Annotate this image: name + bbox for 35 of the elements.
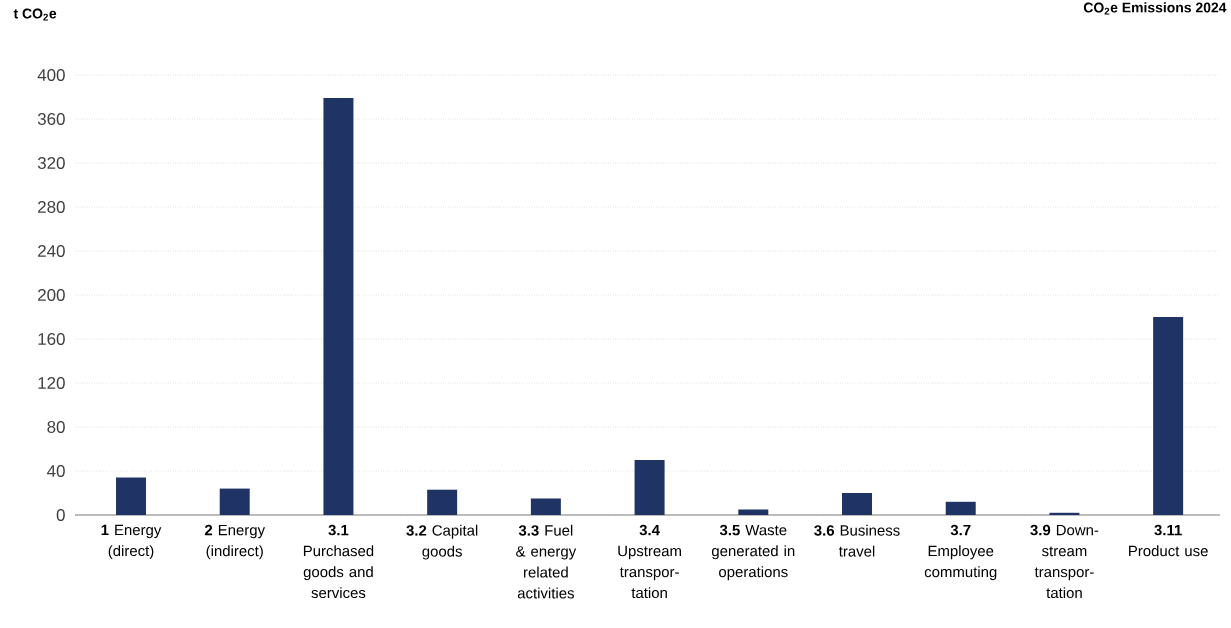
y-tick-label: 360 bbox=[37, 112, 65, 125]
y-axis-title: t CO$_{2}$e bbox=[13, 8, 57, 21]
y-tick-label: 280 bbox=[38, 200, 65, 213]
bar bbox=[945, 501, 976, 515]
bar bbox=[219, 488, 250, 515]
bar bbox=[116, 477, 147, 515]
y-tick-label: 80 bbox=[47, 420, 65, 433]
bar bbox=[738, 509, 769, 515]
bar bbox=[530, 498, 561, 515]
x-tick-label: 3.5 Waste generated in operations bbox=[711, 524, 795, 581]
y-tick-label: 160 bbox=[38, 332, 65, 345]
y-tick-label: 40 bbox=[47, 464, 65, 477]
y-tick-label: 320 bbox=[37, 156, 65, 169]
y-tick-label: 0 bbox=[56, 508, 65, 521]
bar bbox=[427, 489, 458, 515]
x-tick-label: 3.7 Employee commuting bbox=[924, 524, 997, 581]
x-tick-label: 3.3 Fuel & energy related activities bbox=[516, 524, 577, 599]
y-tick-label: 400 bbox=[37, 68, 65, 81]
bar bbox=[1153, 316, 1184, 515]
y-tick-label: 120 bbox=[38, 376, 65, 389]
bar bbox=[842, 492, 873, 515]
bar bbox=[1049, 512, 1080, 515]
x-tick-label: 3.6 Business travel bbox=[814, 524, 900, 557]
x-tick-label: 3.1 Purchased goods and services bbox=[303, 524, 374, 599]
x-tick-label: 3.4 Upstream transpor-tation bbox=[618, 524, 681, 599]
x-tick-label: 3.9 Down-stream transpor-tation bbox=[1030, 524, 1099, 599]
y-tick-label: 200 bbox=[38, 288, 65, 301]
bar bbox=[634, 459, 665, 515]
bar bbox=[323, 98, 354, 515]
x-tick-label: 3.2 Capital goods bbox=[406, 524, 478, 560]
y-tick-label: 240 bbox=[38, 244, 65, 257]
x-tick-label: 2 Energy (indirect) bbox=[204, 524, 266, 560]
chart-title: CO$_{2}$e Emissions 2024 bbox=[1083, 2, 1227, 15]
x-tick-label: 1 Energy (direct) bbox=[101, 524, 162, 560]
x-tick-label: 3.11 Product use bbox=[1129, 524, 1208, 557]
